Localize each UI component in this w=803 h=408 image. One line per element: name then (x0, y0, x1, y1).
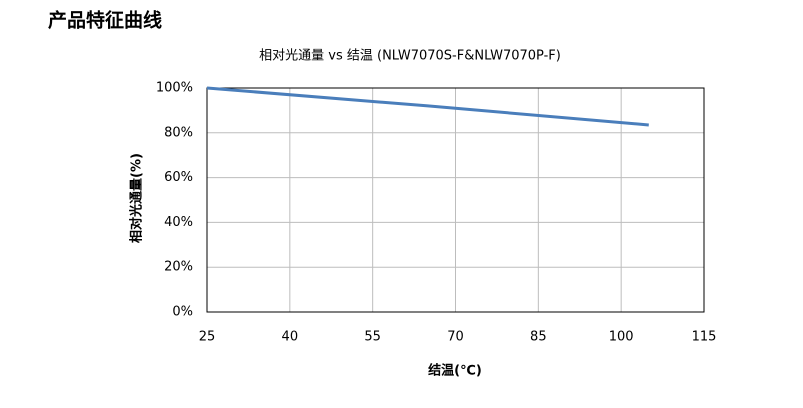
x-tick-label: 115 (692, 330, 717, 345)
x-tick-label: 100 (609, 330, 634, 345)
page-title: 产品特征曲线 (48, 9, 162, 32)
x-tick-label: 55 (364, 330, 381, 345)
y-tick-label: 20% (164, 260, 193, 275)
y-tick-label: 100% (156, 81, 193, 96)
x-axis-label: 结温(℃) (428, 363, 482, 379)
y-tick-label: 80% (164, 125, 193, 140)
x-tick-label: 40 (282, 330, 299, 345)
plot-frame (206, 87, 705, 313)
data-line (206, 86, 649, 127)
x-tick-label: 70 (447, 330, 464, 345)
y-tick-label: 40% (164, 215, 193, 230)
y-axis-label: 相对光通量(%) (129, 153, 145, 243)
y-tick-label: 60% (164, 170, 193, 185)
x-tick-label: 25 (199, 330, 216, 345)
x-tick-label: 85 (530, 330, 547, 345)
chart-title: 相对光通量 vs 结温 (NLW7070S-F&NLW7070P-F) (259, 49, 561, 64)
y-tick-label: 0% (172, 305, 193, 320)
